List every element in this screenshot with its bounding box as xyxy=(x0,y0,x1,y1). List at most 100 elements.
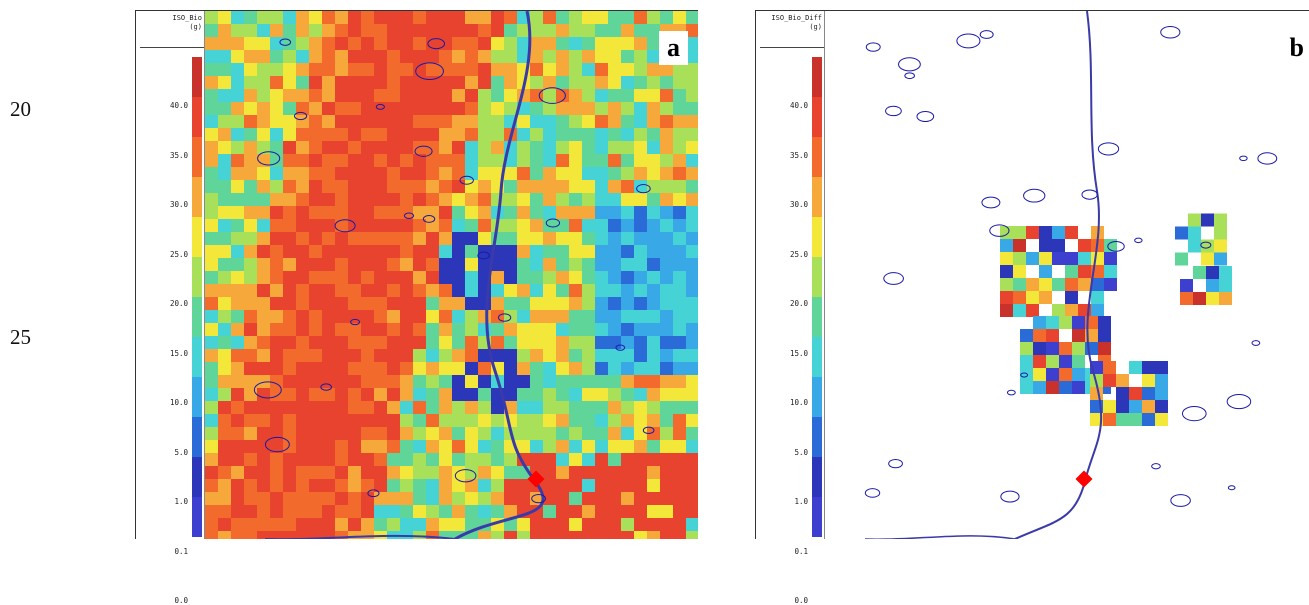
line-number-20: 20 xyxy=(10,97,31,121)
legend-tick-label: 40.0 xyxy=(789,101,808,110)
legend-tick-label: 10.0 xyxy=(169,398,188,407)
legend-swatch xyxy=(192,257,202,297)
legend-swatch xyxy=(812,177,822,217)
contour-outline xyxy=(497,313,512,322)
legend-title-a: ISO_Bio (g) xyxy=(136,14,202,32)
contour-outline xyxy=(883,272,904,285)
legend-swatch xyxy=(192,57,202,97)
panel-label-b: b xyxy=(1281,31,1309,65)
legend-tick-label: 0.1 xyxy=(174,546,188,556)
legend-colorbar-a xyxy=(192,57,202,537)
legend-tick-label: 5.0 xyxy=(794,447,808,457)
contour-outline xyxy=(422,215,436,223)
contour-outline xyxy=(636,184,651,194)
legend-tick-label: 15.0 xyxy=(789,348,808,358)
river-line xyxy=(865,535,1016,539)
line-number-25: 25 xyxy=(10,325,31,349)
panel-b: ISO_Bio_Diff (g) 40.0 35.0 30.0 25.0 20.0 15.… xyxy=(755,10,1309,605)
contour-outline xyxy=(264,436,290,453)
contour-outline xyxy=(334,219,356,233)
map-b xyxy=(825,11,1309,539)
legend-colorbar-b xyxy=(812,57,822,537)
river-line xyxy=(454,11,545,539)
contour-outline xyxy=(864,488,881,498)
legend-swatch xyxy=(812,137,822,177)
contour-outline xyxy=(375,103,385,110)
legend-swatch xyxy=(192,217,202,257)
contour-outline xyxy=(477,251,490,260)
contour-outline xyxy=(367,489,380,498)
legend-swatch xyxy=(812,377,822,417)
contour-outline xyxy=(1134,237,1143,244)
legend-divider-a xyxy=(140,47,204,48)
legend-swatch xyxy=(192,337,202,377)
contour-outline xyxy=(1181,406,1207,422)
contour-outline xyxy=(1151,463,1161,470)
site-marker xyxy=(1075,470,1093,488)
contour-outline xyxy=(403,212,415,220)
contour-outline xyxy=(1023,188,1046,203)
legend-swatch xyxy=(812,337,822,377)
contour-outline xyxy=(956,33,981,49)
legend-tick-label: 0.0 xyxy=(794,596,808,605)
legend-swatch xyxy=(192,377,202,417)
legend-tick-label: 40.0 xyxy=(169,101,188,110)
legend-swatch xyxy=(192,497,202,537)
contour-outline xyxy=(865,42,881,52)
legend-swatch xyxy=(192,137,202,177)
contour-outline xyxy=(1257,152,1278,165)
contour-outline xyxy=(916,110,935,122)
legend-tick-label: 1.0 xyxy=(794,497,808,506)
legend-b: ISO_Bio_Diff (g) 40.0 35.0 30.0 25.0 20.0 15.… xyxy=(756,11,825,605)
contour-outline xyxy=(350,318,360,326)
raster-cells xyxy=(1000,213,1232,426)
legend-tick-label: 5.0 xyxy=(174,447,188,457)
contour-outline xyxy=(279,38,292,46)
legend-tick-label: 0.0 xyxy=(174,596,188,605)
contour-outline xyxy=(414,145,433,157)
contour-outline xyxy=(427,38,446,50)
legend-tick-label: 0.1 xyxy=(794,546,808,556)
legend-tick-label: 25.0 xyxy=(169,249,188,259)
contour-outline xyxy=(1251,340,1261,346)
contour-outline xyxy=(1097,142,1120,156)
contour-outline xyxy=(1160,26,1181,39)
contour-outline xyxy=(888,459,903,469)
contour-outline xyxy=(538,87,566,104)
legend-tick-label: 20.0 xyxy=(789,299,808,308)
contour-outline xyxy=(415,62,444,81)
legend-tick-label: 35.0 xyxy=(789,150,808,160)
contour-outline xyxy=(981,196,1001,209)
contour-outline xyxy=(898,57,921,72)
legend-divider-b xyxy=(760,47,824,48)
contour-outline xyxy=(454,469,477,483)
legend-swatch xyxy=(812,217,822,257)
legend-swatch xyxy=(812,297,822,337)
contour-outline xyxy=(615,344,626,351)
biomass-map-a xyxy=(205,11,698,539)
legend-tick-label: 35.0 xyxy=(169,150,188,160)
legend-a: ISO_Bio (g) 40.0 35.0 30.0 25.0 20.0 15.0 10.0… xyxy=(136,11,205,605)
contour-outline xyxy=(459,175,474,185)
contour-outline xyxy=(257,151,281,166)
map-a xyxy=(205,11,698,539)
contour-outline xyxy=(531,494,546,504)
river-line xyxy=(1014,11,1103,539)
contour-outline xyxy=(1000,490,1020,503)
panel-a: ISO_Bio (g) 40.0 35.0 30.0 25.0 20.0 15.0 10.0… xyxy=(135,10,698,605)
legend-swatch xyxy=(812,417,822,457)
contour-outline xyxy=(1226,394,1252,410)
contour-outline xyxy=(1170,494,1191,507)
contour-outline xyxy=(1006,389,1016,396)
contour-outline xyxy=(545,218,561,228)
legend-tick-label: 1.0 xyxy=(174,497,188,506)
raster-cells xyxy=(205,11,698,539)
contour-outline xyxy=(1081,189,1098,200)
legend-tick-label: 20.0 xyxy=(169,299,188,308)
contour-outline xyxy=(1200,241,1212,249)
contour-outline xyxy=(1227,485,1236,491)
contour-outline xyxy=(904,72,915,80)
legend-tick-label: 25.0 xyxy=(789,249,808,259)
legend-swatch xyxy=(812,257,822,297)
legend-tick-label: 30.0 xyxy=(789,200,808,209)
